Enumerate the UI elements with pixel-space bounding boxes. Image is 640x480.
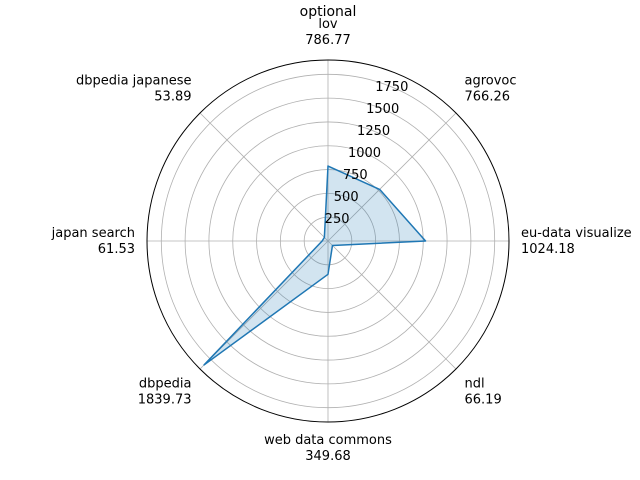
- category-value-label: 766.26: [465, 90, 511, 105]
- category-value-label: 53.89: [154, 90, 191, 105]
- radial-tick-label: 750: [343, 168, 368, 183]
- outer-frame: [146, 59, 510, 423]
- radial-tick-label: 1000: [348, 146, 381, 161]
- category-value-label: 786.77: [305, 33, 351, 48]
- category-label: eu-data visualize: [521, 226, 632, 241]
- category-value-label: 349.68: [305, 449, 351, 464]
- radial-tick-label: 1250: [357, 124, 390, 139]
- category-value-label: 1839.73: [138, 393, 192, 408]
- category-label: ndl: [465, 377, 485, 392]
- chart-title: optional: [300, 4, 357, 20]
- radial-tick-label: 1750: [375, 80, 408, 95]
- category-label: lov: [318, 17, 338, 32]
- category-label: agrovoc: [465, 74, 517, 89]
- series-area: [204, 166, 426, 365]
- category-label: dbpedia: [139, 377, 192, 392]
- radial-tick-label: 1500: [366, 102, 399, 117]
- category-label: japan search: [51, 226, 135, 241]
- category-value-label: 66.19: [465, 393, 502, 408]
- series-line: [203, 165, 427, 366]
- radial-tick-label: 500: [334, 190, 359, 205]
- category-label: dbpedia japanese: [76, 74, 192, 89]
- angular-gridline: [327, 112, 457, 242]
- radial-tick-labels: 250 500 750 1000 1250 1500 1750: [325, 80, 409, 227]
- radial-tick-label: 250: [325, 212, 350, 227]
- angular-gridline: [327, 240, 457, 370]
- category-value-label: 1024.18: [521, 242, 575, 257]
- category-value-label: 61.53: [98, 242, 135, 257]
- angular-gridline: [199, 112, 329, 242]
- category-label: web data commons: [264, 433, 392, 448]
- series-layer: [203, 165, 427, 366]
